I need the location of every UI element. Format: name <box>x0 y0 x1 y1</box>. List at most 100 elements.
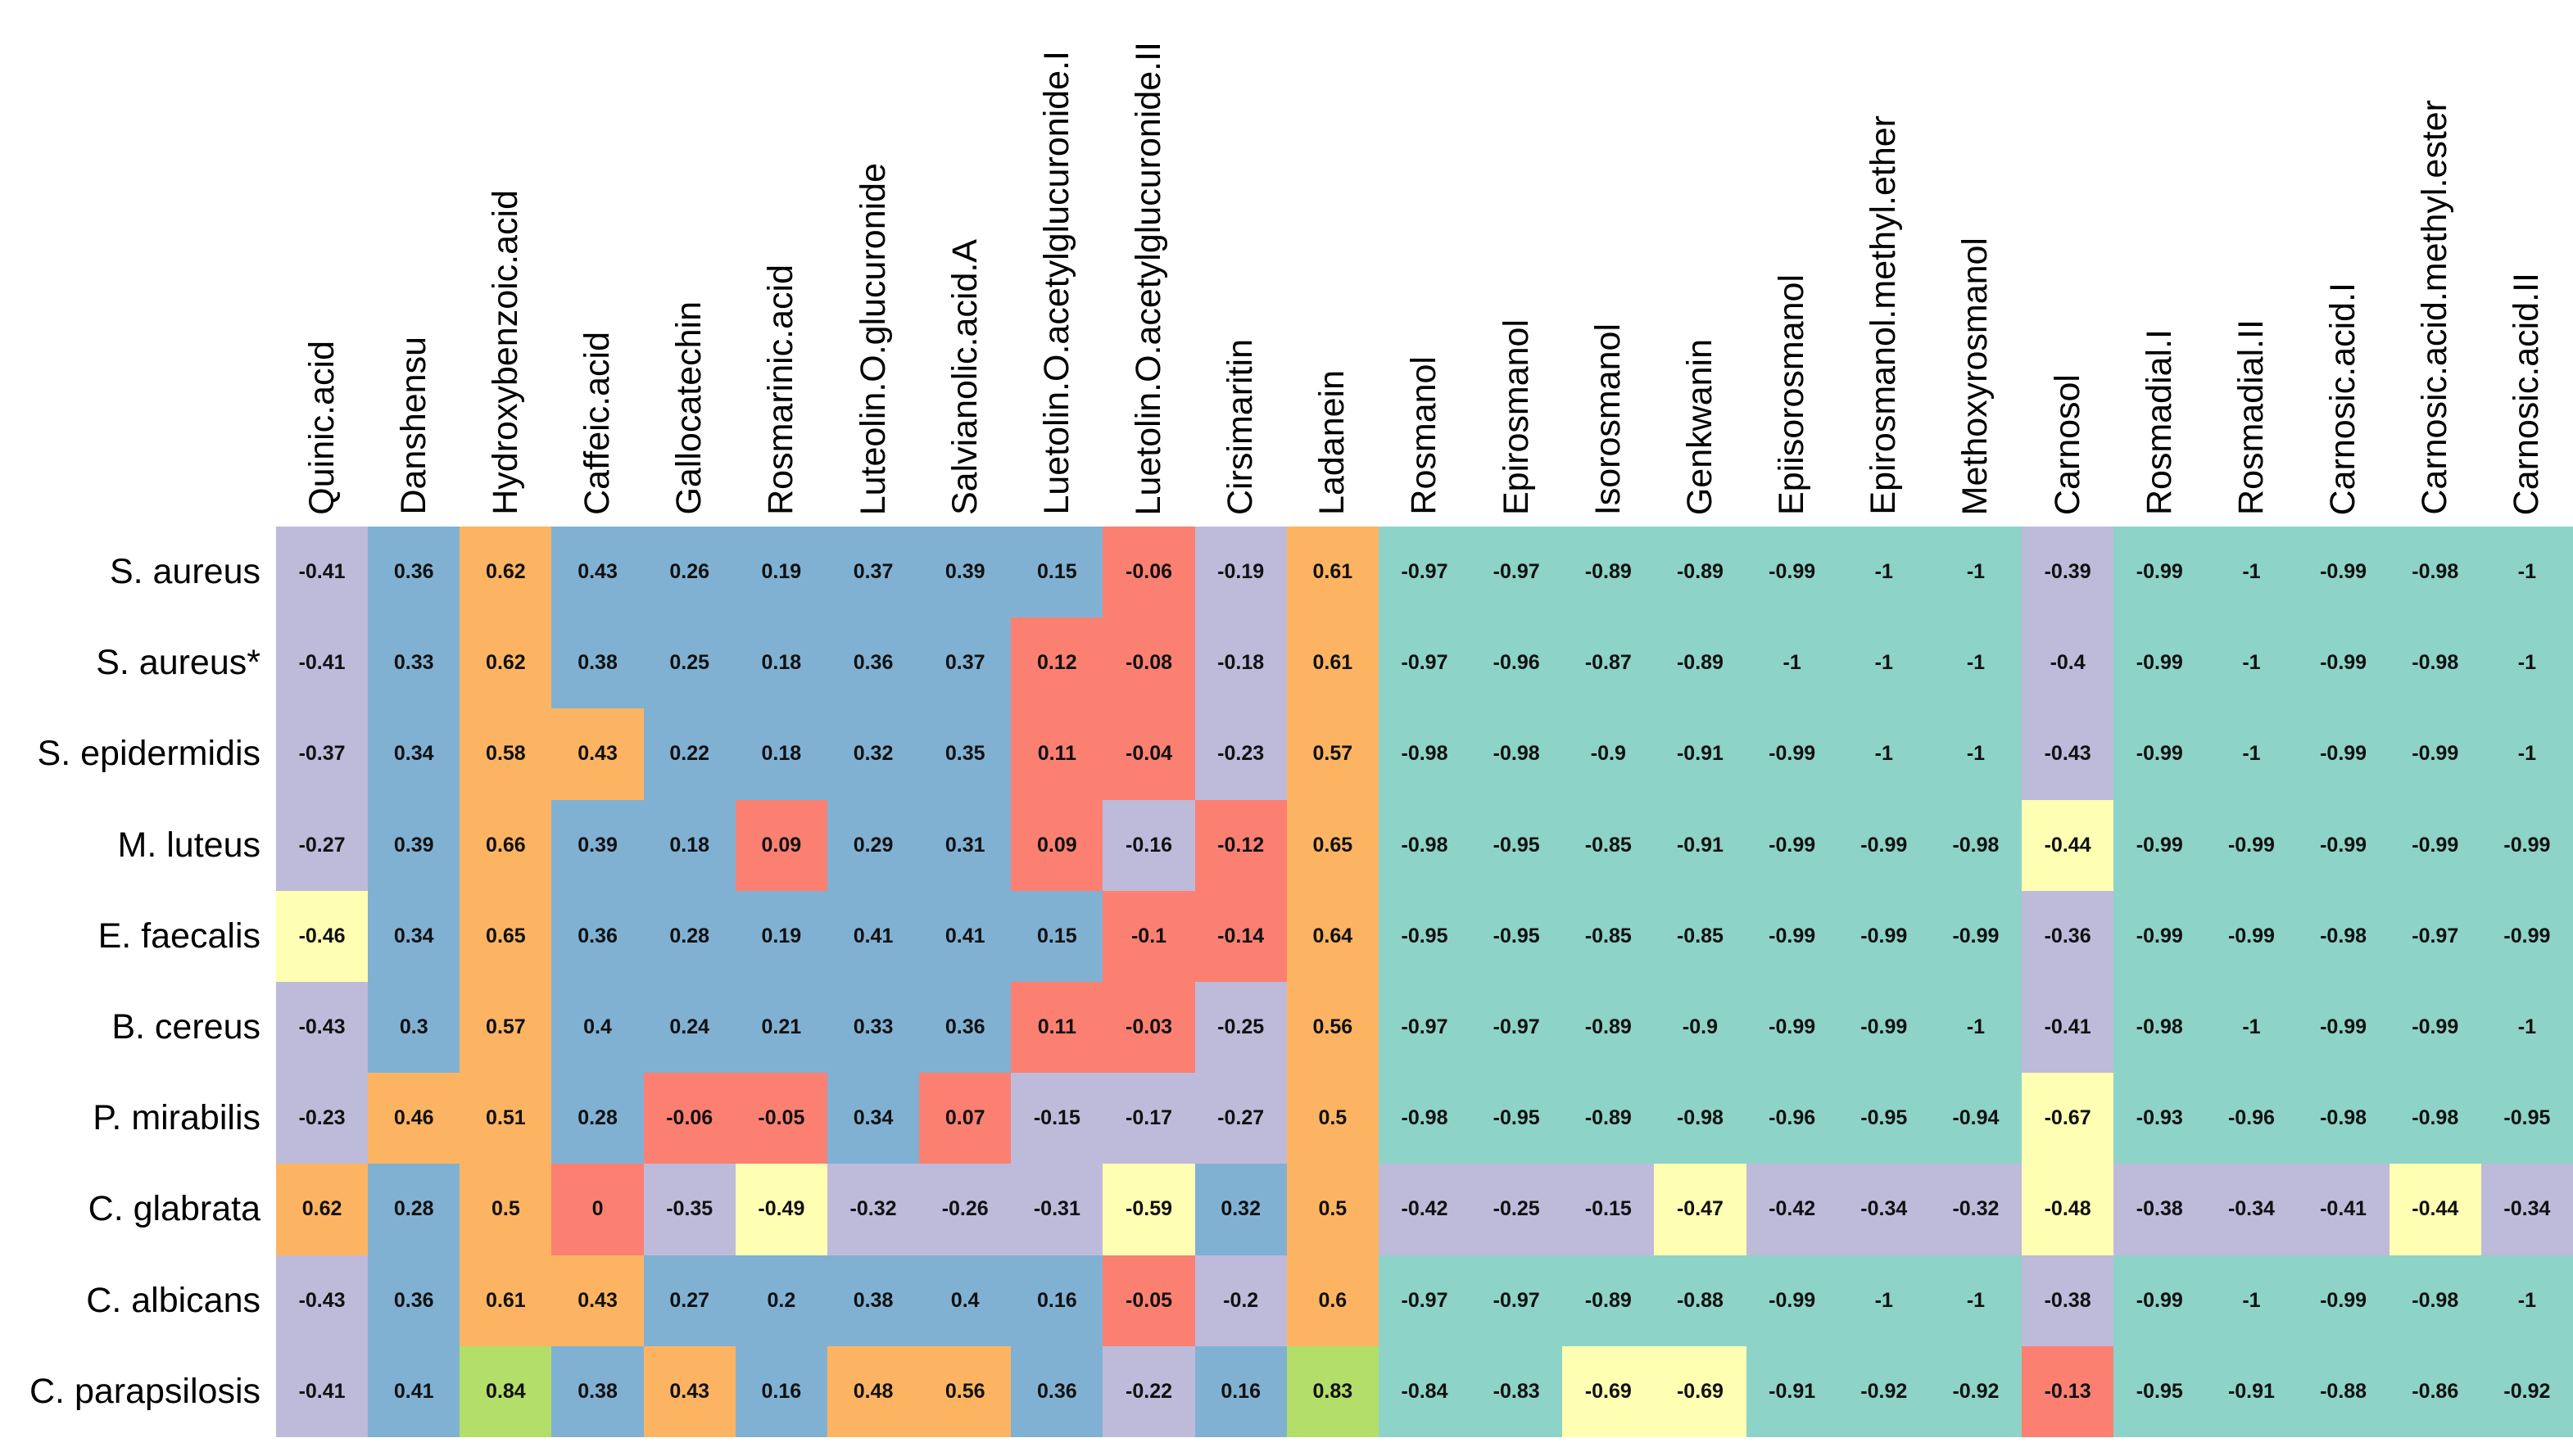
row-label: P. mirabilis <box>93 1098 260 1138</box>
heatmap-cell: 0.16 <box>1194 1345 1287 1437</box>
heatmap-cell: -0.69 <box>1654 1345 1746 1437</box>
heatmap-cell: 0.33 <box>827 981 920 1074</box>
heatmap-cell: -0.59 <box>1103 1164 1195 1255</box>
heatmap-cell: -0.15 <box>1562 1164 1655 1255</box>
heatmap-cell: 0.56 <box>1286 981 1379 1074</box>
heatmap-cell: -0.98 <box>2113 981 2206 1074</box>
heatmap-cell: 0.21 <box>735 981 827 1074</box>
heatmap-cell: -0.23 <box>1194 708 1287 800</box>
heatmap-cell: -1 <box>2480 1255 2573 1346</box>
heatmap-cell: -0.96 <box>1470 617 1563 709</box>
heatmap-cell: -0.41 <box>276 1345 369 1437</box>
heatmap-cell: -0.34 <box>1837 1164 1930 1255</box>
column-header-label: Danshensu <box>393 337 433 515</box>
heatmap-cell: -0.26 <box>919 1164 1012 1255</box>
heatmap-cell: -1 <box>2480 708 2573 800</box>
heatmap-cell: -0.18 <box>1194 617 1287 709</box>
heatmap-cell: 0.57 <box>1286 708 1379 800</box>
column-header-label: Luetolin.O.acetylglucuronide.I <box>1036 51 1076 515</box>
heatmap-cell: -0.85 <box>1562 890 1655 982</box>
heatmap-cell: 0.61 <box>460 1255 552 1346</box>
heatmap-cell: -0.31 <box>1011 1164 1103 1255</box>
heatmap-cell: -0.99 <box>1746 708 1838 800</box>
heatmap-cell: -0.97 <box>1470 527 1563 618</box>
heatmap-cell: -0.17 <box>1103 1073 1195 1164</box>
row-label: C. parapsilosis <box>29 1371 260 1411</box>
column-header-label: Luetolin.O.acetylglucuronide.II <box>1129 41 1169 515</box>
heatmap-cell: -0.27 <box>1194 1073 1287 1164</box>
heatmap-cell: 0.31 <box>919 799 1012 891</box>
column-header-label: Cirsimaritin <box>1221 339 1261 515</box>
heatmap-cell: 0.64 <box>1286 890 1379 982</box>
heatmap-cell: 0.38 <box>551 617 644 709</box>
column-header-slot: Gallocatechin <box>644 301 736 527</box>
heatmap-cell: -1 <box>1929 708 2023 800</box>
heatmap-cell: -0.16 <box>1103 799 1195 891</box>
heatmap-cell: -0.99 <box>2389 708 2481 800</box>
heatmap-cell: 0.39 <box>919 527 1012 618</box>
column-header-slot: Rosmanol <box>1379 356 1470 527</box>
column-header-slot: Isorosmanol <box>1562 323 1654 527</box>
heatmap-cell: -0.89 <box>1654 617 1746 709</box>
column-header-label: Genkwanin <box>1679 338 1719 515</box>
heatmap-cell: -0.2 <box>1194 1255 1287 1346</box>
heatmap-cell: 0.33 <box>368 617 460 709</box>
heatmap-cell: -0.99 <box>1746 799 1838 891</box>
heatmap-cell: -0.95 <box>1470 799 1563 891</box>
column-header-slot: Carnosic.acid.methyl.ester <box>2390 100 2481 527</box>
heatmap-cell: -0.32 <box>827 1164 920 1255</box>
heatmap-cell: -0.95 <box>2480 1073 2573 1164</box>
heatmap-cell: -0.99 <box>2113 708 2206 800</box>
row-label: E. faecalis <box>97 916 260 956</box>
column-header-slot: Carnosic.acid.I <box>2298 283 2390 527</box>
heatmap-cell: 0.57 <box>460 981 552 1074</box>
column-header-label: Rosmanol <box>1404 356 1444 515</box>
heatmap-cell: 0.18 <box>735 617 827 709</box>
heatmap-cell: 0.09 <box>1011 799 1103 891</box>
heatmap-cell: 0.41 <box>919 890 1012 982</box>
heatmap-cell: -0.08 <box>1103 617 1195 709</box>
heatmap-cell: -0.98 <box>1654 1073 1746 1164</box>
column-header-label: Methoxyrosmanol <box>1955 237 1995 515</box>
heatmap-cell: -0.85 <box>1654 890 1746 982</box>
heatmap-cell: -0.98 <box>1378 799 1471 891</box>
heatmap-cell: 0.36 <box>551 890 644 982</box>
heatmap-cell: -0.23 <box>276 1073 369 1164</box>
heatmap-cell: -0.42 <box>1746 1164 1838 1255</box>
heatmap-cell: -0.97 <box>1378 1255 1471 1346</box>
heatmap-cell: -0.99 <box>2113 617 2206 709</box>
heatmap-cell: 0.41 <box>368 1345 460 1437</box>
heatmap-cell: 0.3 <box>368 981 460 1074</box>
heatmap-cell: 0.28 <box>368 1164 460 1255</box>
column-header-slot: Cirsimaritin <box>1195 339 1287 527</box>
heatmap-cell: 0.11 <box>1011 981 1103 1074</box>
heatmap-cell: -0.99 <box>2297 617 2390 709</box>
heatmap-cell: 0.24 <box>643 981 736 1074</box>
heatmap-cell: 0.36 <box>1011 1345 1103 1437</box>
heatmap-cell: -0.98 <box>2297 890 2390 982</box>
column-header-label: Rosmarinic.acid <box>761 265 801 515</box>
heatmap-cell: -1 <box>2205 981 2298 1074</box>
heatmap-cell: -0.99 <box>1746 890 1838 982</box>
heatmap-cell: 0.18 <box>643 799 736 891</box>
heatmap-cell: 0.07 <box>919 1073 1012 1164</box>
heatmap-cell: 0.36 <box>919 981 1012 1074</box>
heatmap-cell: -0.06 <box>1103 527 1195 618</box>
heatmap-cell: -1 <box>2480 981 2573 1074</box>
heatmap-cell: 0.19 <box>735 527 827 618</box>
heatmap-cell: -0.89 <box>1654 527 1746 618</box>
column-header-label: Rosmadial.I <box>2139 328 2179 515</box>
heatmap-cell: -0.41 <box>2297 1164 2390 1255</box>
heatmap-cell: 0.26 <box>643 527 736 618</box>
heatmap-cell: -0.99 <box>2205 799 2298 891</box>
column-header-slot: Luteolin.O.glucuronide <box>827 163 919 527</box>
column-header-slot: Quinic.acid <box>276 341 368 527</box>
heatmap-cell: 0.6 <box>1286 1255 1379 1346</box>
column-header-label: Quinic.acid <box>301 341 342 515</box>
heatmap-cell: 0.32 <box>827 708 920 800</box>
row-labels: S. aureus S. aureus* S. epidermidis M. lute… <box>0 527 260 1437</box>
heatmap-cell: 0.25 <box>643 617 736 709</box>
column-header-label: Rosmadial.II <box>2231 319 2271 515</box>
heatmap-cell: 0.83 <box>1286 1345 1379 1437</box>
